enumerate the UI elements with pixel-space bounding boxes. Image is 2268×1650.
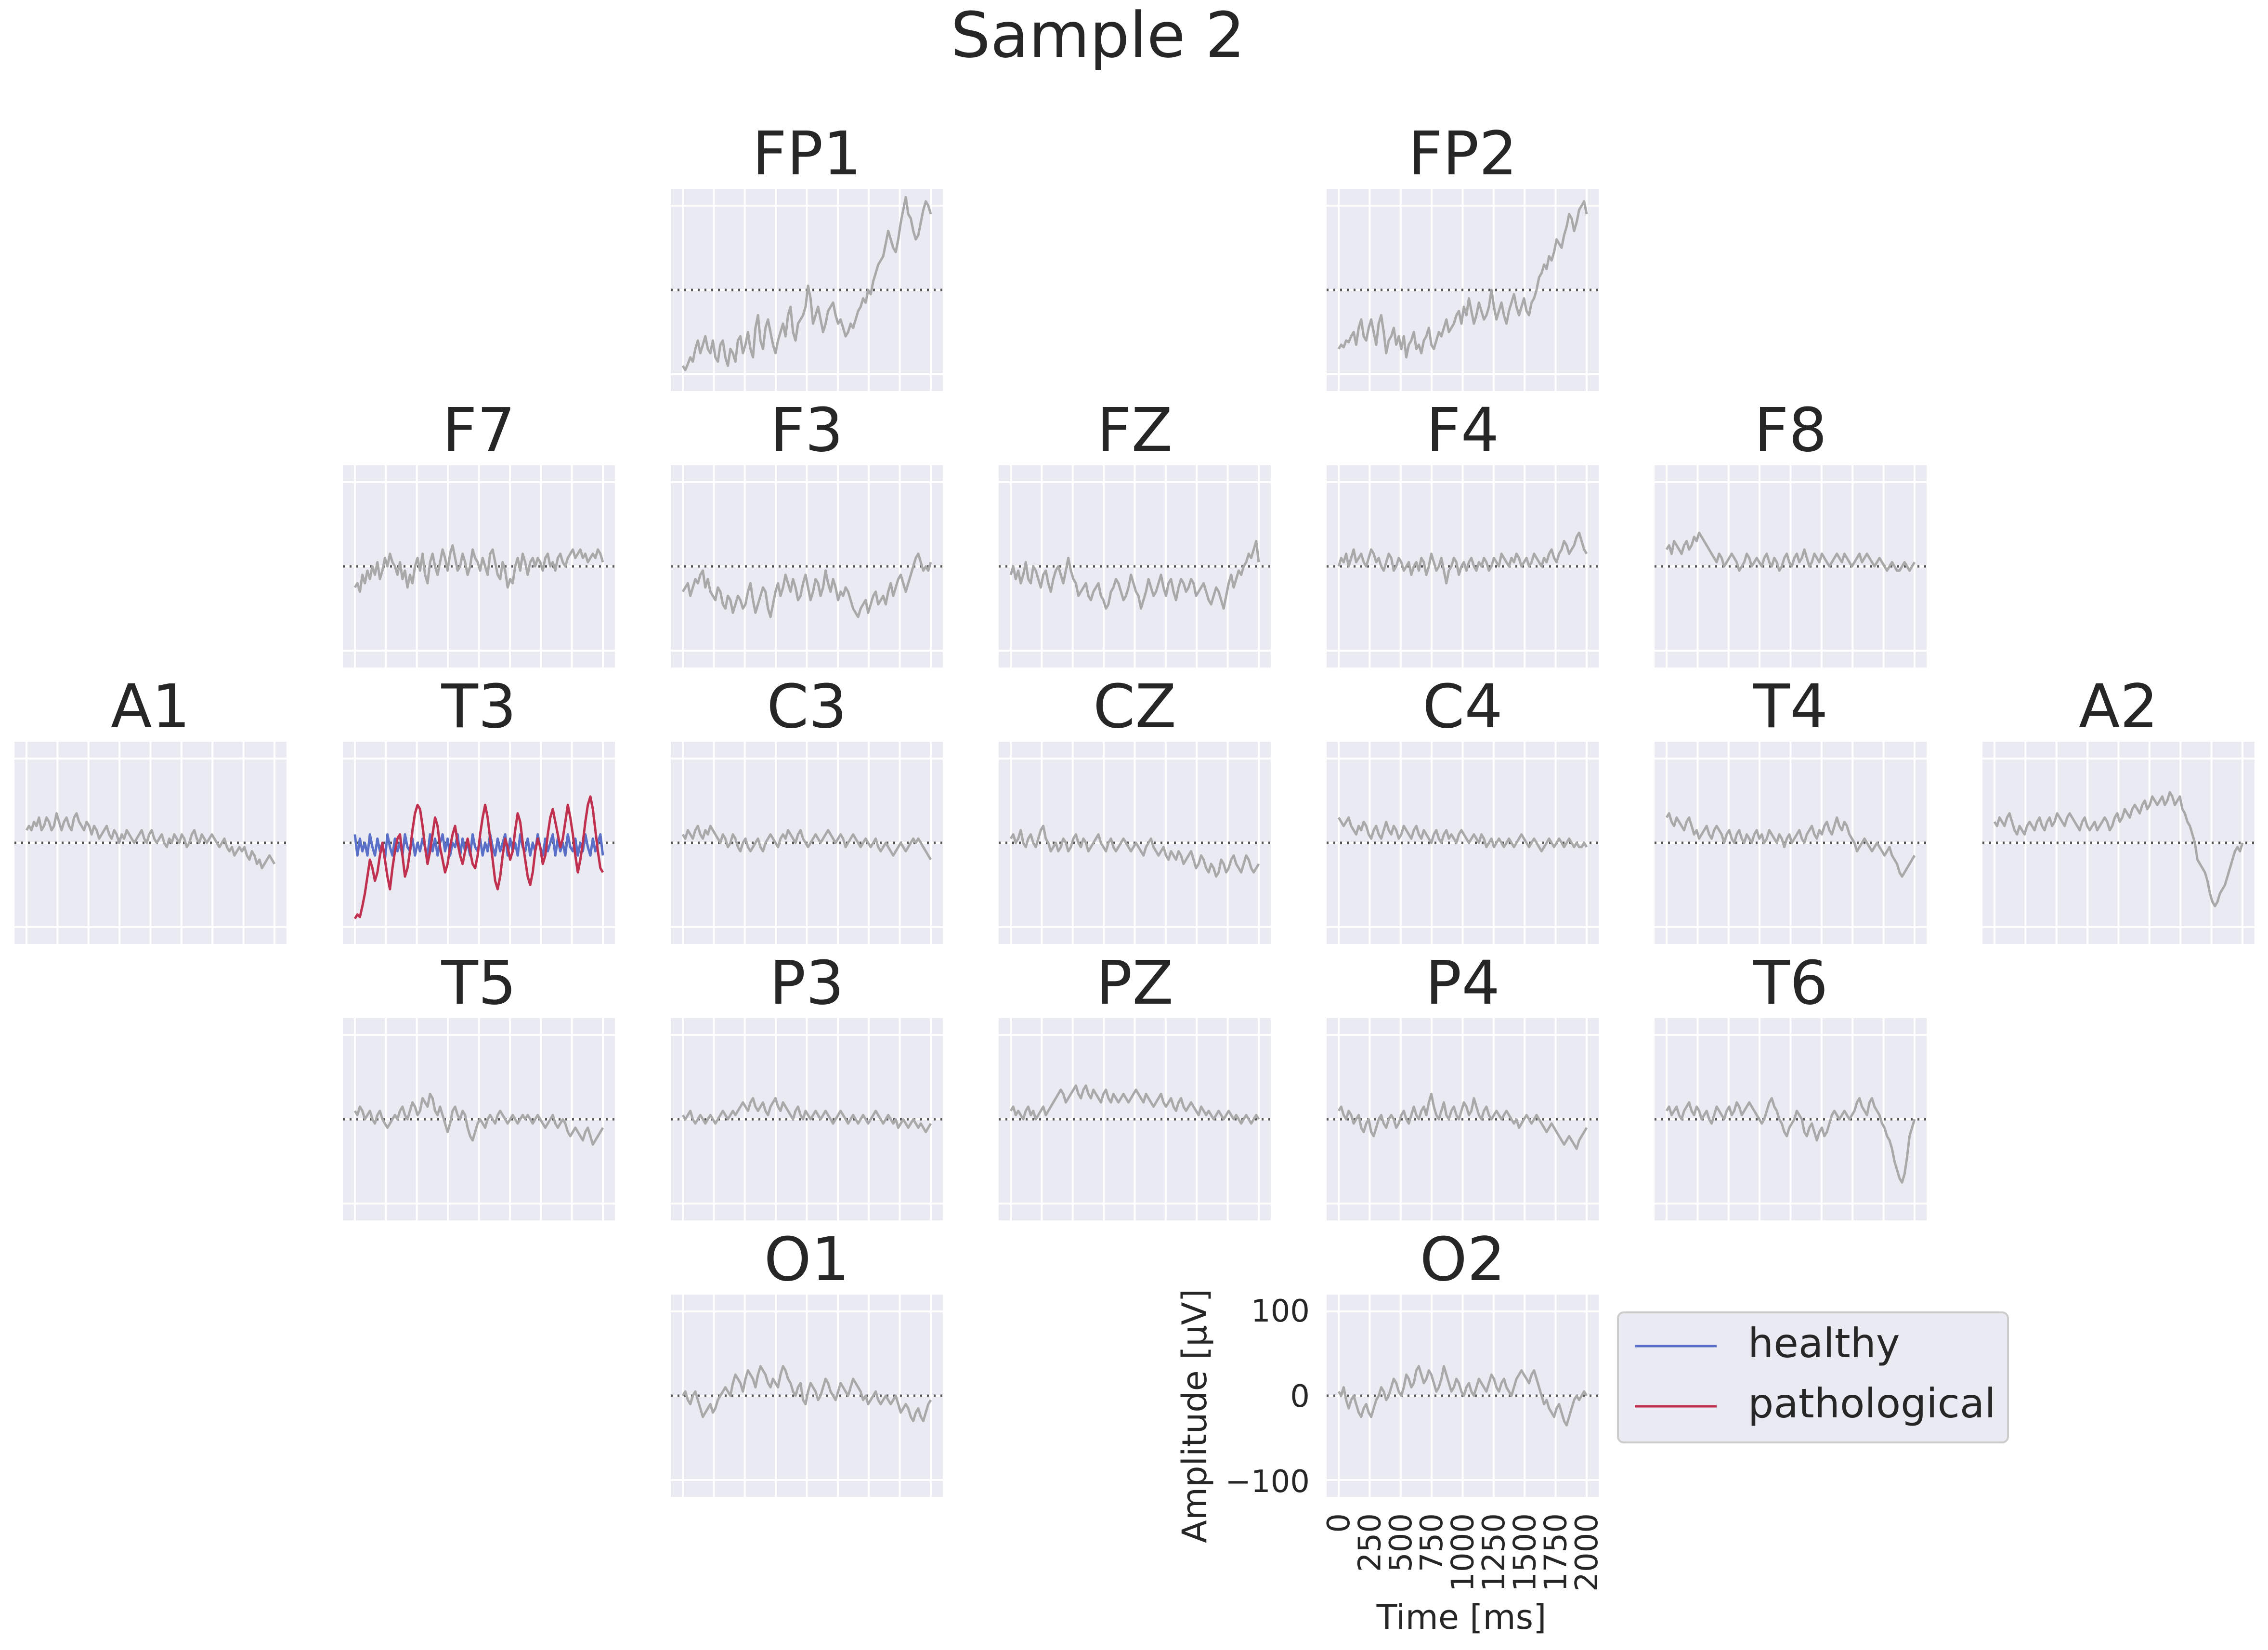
x-tick-label: 1250 — [1476, 1513, 1512, 1592]
trace-c3 — [681, 825, 932, 861]
x-tick-label: 1000 — [1446, 1513, 1481, 1592]
channel-title: F3 — [770, 395, 843, 465]
x-tick-label: 250 — [1352, 1513, 1388, 1572]
channel-title: A2 — [2079, 672, 2158, 742]
o2-axis-annotations: Amplitude [µV] 100 0 −100 02505007501000… — [1175, 1289, 1605, 1637]
panel-cz: CZ — [999, 672, 1271, 944]
channel-title: FP2 — [1408, 119, 1517, 189]
trace-f8 — [1665, 531, 1916, 572]
channel-title: A1 — [111, 672, 190, 742]
trace-pz — [1009, 1084, 1260, 1125]
channel-title: O2 — [1420, 1225, 1506, 1295]
trace-p3 — [681, 1097, 932, 1133]
legend: healthy pathological — [1617, 1311, 2009, 1443]
trace-p4 — [1337, 1093, 1588, 1150]
trace-a2 — [1993, 791, 2244, 907]
trace-f4 — [1337, 531, 1588, 585]
panel-p4: P4 — [1327, 948, 1599, 1220]
channel-title: F8 — [1754, 395, 1827, 465]
panel-t4: T4 — [1655, 672, 1927, 944]
panel-fp2: FP2 — [1327, 119, 1599, 391]
trace-c4 — [1337, 816, 1588, 852]
y-tick-label: −100 — [1225, 1464, 1310, 1500]
channel-title: CZ — [1093, 672, 1176, 742]
panel-f7: F7 — [343, 395, 615, 668]
trace-pathological — [353, 795, 604, 919]
panel-o2: O2 — [1327, 1225, 1599, 1497]
panel-f3: F3 — [671, 395, 943, 668]
panel-fz: FZ — [999, 395, 1271, 668]
trace-fp1 — [681, 196, 932, 371]
y-tick-label: 100 — [1251, 1294, 1310, 1329]
trace-t4 — [1665, 812, 1916, 878]
panel-a2: A2 — [1982, 672, 2255, 944]
x-tick-label: 750 — [1414, 1513, 1450, 1572]
panel-c3: C3 — [671, 672, 943, 944]
panel-f4: F4 — [1327, 395, 1599, 668]
panel-p3: P3 — [671, 948, 943, 1220]
x-tick-label: 1750 — [1538, 1513, 1574, 1592]
x-tick-label: 0 — [1321, 1513, 1357, 1533]
panel-fp1: FP1 — [671, 119, 943, 391]
panel-pz: PZ — [999, 948, 1271, 1220]
channel-title: FZ — [1097, 395, 1173, 465]
channel-title: O1 — [764, 1225, 850, 1295]
panel-f8: F8 — [1655, 395, 1927, 668]
trace-f3 — [681, 552, 932, 618]
channel-title: F4 — [1426, 395, 1499, 465]
channel-title: C3 — [767, 672, 847, 742]
y-tick-label: 0 — [1290, 1379, 1310, 1414]
panel-a1: A1 — [14, 672, 287, 944]
panel-c4: C4 — [1327, 672, 1599, 944]
channel-title: F7 — [443, 395, 515, 465]
trace-o1 — [681, 1365, 932, 1422]
trace-fp2 — [1337, 200, 1588, 359]
trace-t6 — [1665, 1097, 1916, 1184]
channel-title: T6 — [1753, 948, 1828, 1018]
trace-fz — [1009, 540, 1260, 610]
x-tick-label: 1500 — [1507, 1513, 1543, 1592]
panel-t6: T6 — [1655, 948, 1927, 1220]
figure-title: Sample 2 — [951, 0, 1245, 72]
channel-title: PZ — [1096, 948, 1173, 1018]
x-tick-label: 500 — [1383, 1513, 1419, 1572]
channel-title: T5 — [441, 948, 517, 1018]
legend-pathological-label: pathological — [1748, 1380, 1996, 1427]
trace-t5 — [353, 1093, 604, 1146]
x-axis-label: Time [ms] — [1376, 1598, 1547, 1637]
channel-title: T3 — [441, 672, 517, 742]
trace-o2 — [1337, 1365, 1588, 1427]
trace-a1 — [25, 812, 276, 869]
channel-title: P4 — [1425, 948, 1500, 1018]
trace-f7 — [353, 544, 604, 593]
panel-o1: O1 — [671, 1225, 943, 1497]
trace-cz — [1009, 825, 1260, 878]
panel-t3: T3 — [343, 672, 615, 944]
channel-title: T4 — [1753, 672, 1828, 742]
channel-panels: FP1 FP2 F7 F3 FZ F4 F8 A1 T3 C3 CZ C4 T4 A2 T5 P3 PZ P4 T6… — [14, 119, 2255, 1497]
channel-title: P3 — [769, 948, 844, 1018]
channel-title: FP1 — [752, 119, 861, 189]
x-tick-label: 2000 — [1569, 1513, 1605, 1592]
y-axis-label: Amplitude [µV] — [1175, 1289, 1214, 1543]
panel-t5: T5 — [343, 948, 615, 1220]
legend-healthy-label: healthy — [1748, 1320, 1900, 1367]
channel-title: C4 — [1422, 672, 1503, 742]
